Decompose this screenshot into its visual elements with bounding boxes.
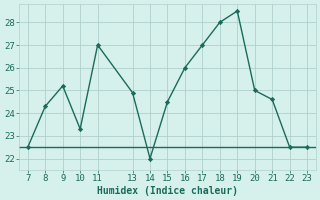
X-axis label: Humidex (Indice chaleur): Humidex (Indice chaleur)	[97, 186, 238, 196]
